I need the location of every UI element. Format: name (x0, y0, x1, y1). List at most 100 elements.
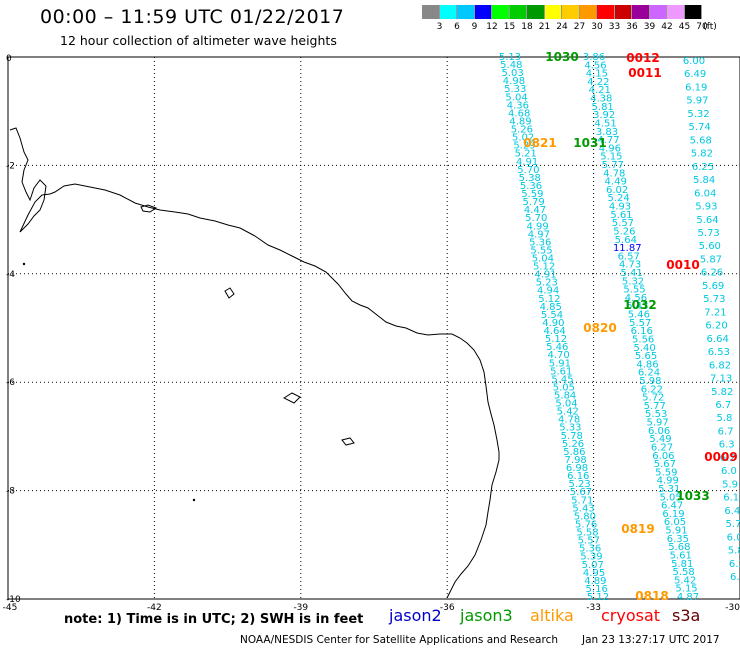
pass-time-label: 0012 (626, 51, 659, 65)
footer-timestamp: Jan 23 13:27:17 UTC 2017 (582, 634, 720, 646)
x-axis-tick: -45 (3, 603, 18, 613)
x-axis-tick: -33 (586, 603, 601, 613)
swh-value: 5.72 (642, 393, 664, 404)
swh-value: 5.29 (513, 141, 535, 152)
swh-value: 5.68 (668, 542, 690, 553)
swh-value: 4.49 (605, 177, 627, 188)
color-swatch (667, 5, 685, 19)
color-scale-ticks: 3 6 9 12 15 18 21 24 27 30 33 36 39 42 45 70 (ft) (422, 19, 717, 33)
swh-value: 5.59 (521, 189, 543, 200)
swh-value: 5.64 (615, 235, 637, 246)
swh-value: 6.05 (664, 517, 686, 528)
swh-value: 5.46 (546, 342, 568, 353)
swh-value: 5.70 (517, 165, 539, 176)
legend-cryosat: cryosat (601, 606, 661, 625)
color-scale-tick: 27 (573, 22, 586, 32)
swh-value: 5.58 (673, 567, 695, 578)
color-scale-tick: 39 (643, 22, 656, 32)
swh-value: 5.23 (568, 479, 590, 490)
island-5 (192, 498, 196, 502)
swh-value: 5.39 (580, 552, 602, 563)
swh-value: 4.56 (584, 60, 606, 71)
swh-value: 5.61 (670, 550, 692, 561)
swh-value: 3.83 (596, 127, 618, 138)
color-swatch (562, 5, 580, 19)
color-swatch (597, 5, 615, 19)
swh-value: 5.12 (587, 592, 609, 603)
swh-value: 4.51 (594, 118, 616, 129)
swh-value: 5.81 (592, 102, 614, 113)
swh-value: 5.91 (665, 526, 687, 537)
color-scale-tick: 9 (471, 22, 478, 32)
pass-time-label: 0818 (635, 589, 668, 603)
swh-value: 5.93 (695, 202, 717, 213)
map-title: 00:00 – 11:59 UTC 01/22/2017 (40, 6, 345, 28)
island-6 (22, 262, 26, 266)
swh-value: 6.24 (638, 368, 660, 379)
swh-value: 4.47 (524, 205, 546, 216)
swh-value: 6.06 (652, 451, 674, 462)
color-scale-tick: 70 (696, 22, 708, 32)
swh-track-labels: 5.135.485.034.985.335.044.364.684.895.26… (499, 52, 740, 603)
swh-value: 6.02 (606, 185, 628, 196)
swh-value: 6.57 (618, 251, 640, 262)
pass-time-label: 0820 (583, 321, 616, 335)
swh-value: 5.13 (499, 52, 521, 63)
swh-value: 5.77 (644, 401, 666, 412)
swh-value: 5.61 (610, 210, 632, 221)
swh-value: 5.32 (622, 276, 644, 287)
swh-value: 4.96 (599, 143, 621, 154)
swh-value: 5.02 (512, 133, 534, 144)
swh-value: 6.4 (730, 572, 740, 583)
swh-value: 6.1 (723, 493, 739, 504)
swh-value: 6.00 (683, 56, 705, 67)
color-swatch (457, 5, 475, 19)
pass-time-label: 0009 (704, 450, 737, 464)
color-swatch (544, 5, 562, 19)
swh-value: 5.16 (586, 584, 608, 595)
color-swatch (422, 5, 440, 19)
legend-s3a: s3a (672, 606, 701, 625)
swh-value: 7.13 (710, 374, 732, 385)
pass-time-label: 0011 (628, 66, 661, 80)
swh-value: 6.25 (692, 162, 714, 173)
swh-value: 5.82 (691, 149, 713, 160)
swh-value: 5.36 (529, 237, 551, 248)
swh-value: 5.59 (655, 467, 677, 478)
swh-value: 5.77 (602, 160, 624, 171)
y-axis-tick: -6 (6, 378, 15, 388)
swh-value: 5.76 (575, 519, 597, 530)
swh-value: 5.04 (505, 92, 527, 103)
swh-value: 5.05 (553, 382, 575, 393)
x-axis-tick: -30 (725, 603, 740, 613)
color-scale-tick: 36 (626, 22, 638, 32)
swh-value: 5.42 (674, 575, 696, 586)
swh-value: 5.04 (555, 399, 577, 410)
swh-value: 5.57 (578, 536, 600, 547)
color-scale-unit: (ft) (703, 22, 717, 32)
swh-value: 5.79 (523, 197, 545, 208)
coastline (19, 183, 500, 599)
color-scale-swatches (422, 5, 702, 19)
swh-value: 6.19 (662, 509, 684, 520)
swh-value: 6.47 (661, 501, 683, 512)
island-4 (341, 437, 355, 446)
swh-value: 5.55 (530, 245, 552, 256)
swh-value: 5.98 (639, 376, 661, 387)
swh-value: 4.64 (544, 326, 566, 337)
swh-value: 3.86 (583, 52, 605, 63)
color-scale-tick: 24 (556, 22, 568, 32)
swh-value: 4.15 (586, 69, 608, 80)
swh-value: 4.38 (590, 94, 612, 105)
swh-value: 5.46 (628, 310, 650, 321)
swh-value: 5.12 (538, 294, 560, 305)
map-subtitle: 12 hour collection of altimeter wave hei… (60, 33, 337, 48)
color-swatch (579, 5, 597, 19)
color-scale-tick: 45 (678, 22, 691, 32)
swh-value: 5.36 (520, 181, 542, 192)
swh-value: 5.64 (696, 215, 718, 226)
swh-value: 5.57 (612, 218, 634, 229)
color-scale-tick: 18 (521, 22, 533, 32)
swh-value: 5.60 (699, 241, 721, 252)
